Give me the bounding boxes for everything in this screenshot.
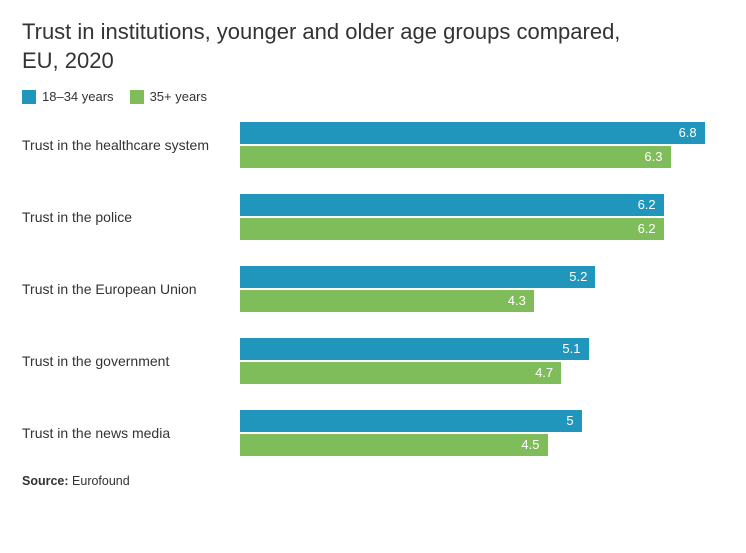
legend-item-old: 35+ years	[130, 89, 207, 104]
bar-value: 6.2	[638, 218, 656, 240]
bar-young: 5.2	[240, 266, 595, 288]
bar-young: 5.1	[240, 338, 589, 360]
legend-label-young: 18–34 years	[42, 89, 114, 104]
bar-value: 4.3	[508, 290, 526, 312]
bar-old: 6.2	[240, 218, 664, 240]
chart-title: Trust in institutions, younger and older…	[22, 18, 622, 75]
chart-row: Trust in the European Union 5.2 4.3	[22, 266, 724, 312]
bar-old: 4.7	[240, 362, 561, 384]
source-prefix: Source:	[22, 474, 69, 488]
bar-young: 5	[240, 410, 582, 432]
bar-group: 5.2 4.3	[240, 266, 724, 312]
bar-value: 6.8	[679, 122, 697, 144]
chart-row: Trust in the news media54.5	[22, 410, 724, 456]
bar-old: 4.3	[240, 290, 534, 312]
bar-value: 5	[566, 410, 573, 432]
category-label: Trust in the government	[22, 353, 240, 369]
bar-value: 5.2	[569, 266, 587, 288]
chart-row: Trust in the police6.26.2	[22, 194, 724, 240]
chart-row: Trust in the healthcare system 6.8 6.3	[22, 122, 724, 168]
bar-old: 4.5	[240, 434, 548, 456]
legend-label-old: 35+ years	[150, 89, 207, 104]
legend-item-young: 18–34 years	[22, 89, 114, 104]
bar-old: 6.3	[240, 146, 671, 168]
category-label: Trust in the healthcare system	[22, 137, 240, 153]
bar-young: 6.8	[240, 122, 705, 144]
bar-value: 5.1	[562, 338, 580, 360]
bar-value: 4.5	[521, 434, 539, 456]
bar-value: 6.3	[644, 146, 662, 168]
category-label: Trust in the police	[22, 209, 240, 225]
source-line: Source: Eurofound	[22, 474, 724, 488]
bar-group: 5.1 4.7	[240, 338, 724, 384]
bar-group: 54.5	[240, 410, 724, 456]
legend-swatch-old	[130, 90, 144, 104]
bar-value: 6.2	[638, 194, 656, 216]
bar-group: 6.26.2	[240, 194, 724, 240]
bar-young: 6.2	[240, 194, 664, 216]
legend-swatch-young	[22, 90, 36, 104]
category-label: Trust in the news media	[22, 425, 240, 441]
bar-value: 4.7	[535, 362, 553, 384]
source-text: Eurofound	[72, 474, 130, 488]
bar-chart: Trust in the healthcare system6.86.3Trus…	[22, 122, 724, 456]
legend: 18–34 years 35+ years	[22, 89, 724, 104]
bar-group: 6.8 6.3	[240, 122, 724, 168]
category-label: Trust in the European Union	[22, 281, 240, 297]
chart-row: Trust in the government 5.1 4.7	[22, 338, 724, 384]
